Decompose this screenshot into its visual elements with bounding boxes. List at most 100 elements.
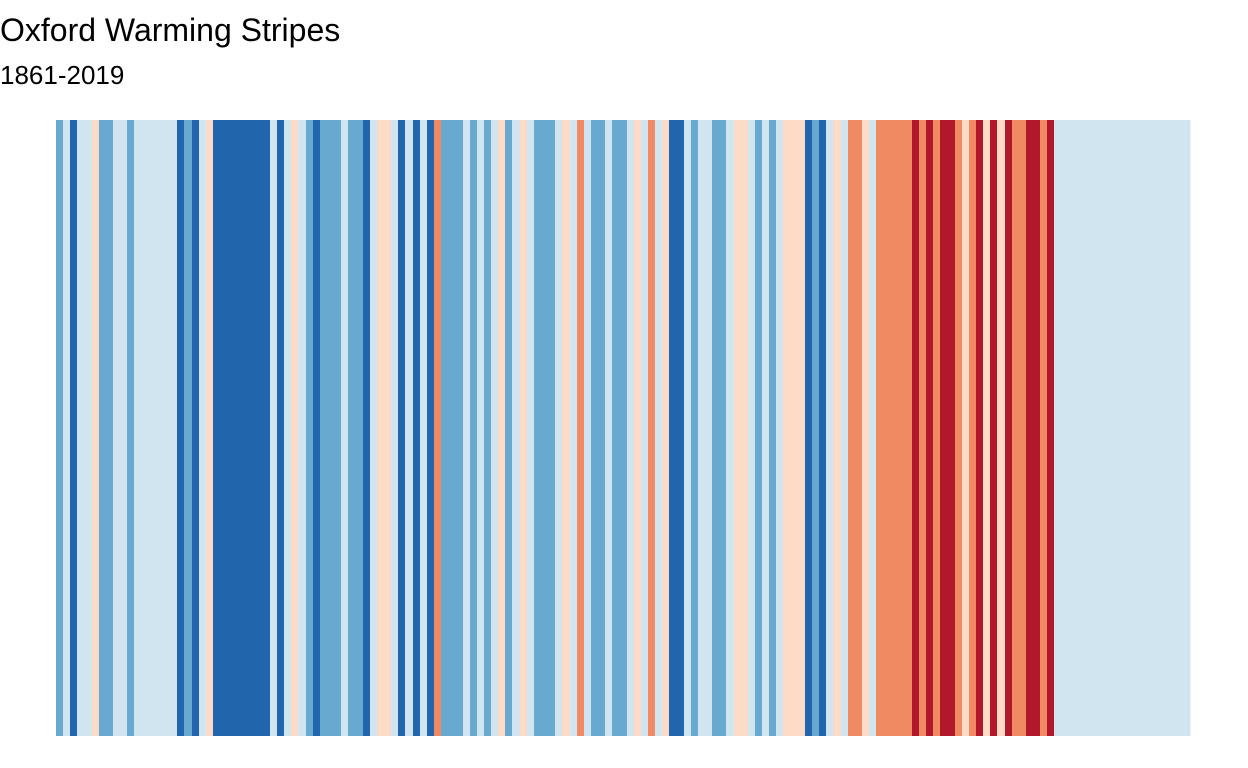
stripe-1975 xyxy=(869,120,877,736)
stripe-1941 xyxy=(627,120,635,736)
stripe-1963 xyxy=(783,120,792,736)
stripe-1888 xyxy=(249,120,257,736)
stripe-1877 xyxy=(170,120,178,736)
stripe-1988 xyxy=(962,120,970,736)
stripe-1940 xyxy=(619,120,628,736)
stripe-2016 xyxy=(1161,120,1170,736)
stripe-2003 xyxy=(1069,120,1077,736)
stripe-1933 xyxy=(570,120,578,736)
stripe-1985 xyxy=(940,120,949,736)
stripe-1878 xyxy=(177,120,185,736)
stripe-1903 xyxy=(356,120,364,736)
stripe-1950 xyxy=(691,120,699,736)
stripe-1980 xyxy=(905,120,913,736)
stripe-1884 xyxy=(220,120,228,736)
stripe-1936 xyxy=(591,120,599,736)
stripe-1944 xyxy=(648,120,656,736)
stripe-1868 xyxy=(106,120,114,736)
stripe-1949 xyxy=(684,120,692,736)
stripe-1939 xyxy=(612,120,620,736)
stripe-1921 xyxy=(484,120,492,736)
stripe-1996 xyxy=(1019,120,1027,736)
stripe-1981 xyxy=(912,120,920,736)
stripe-1997 xyxy=(1026,120,1034,736)
stripe-1993 xyxy=(997,120,1006,736)
stripe-2006 xyxy=(1090,120,1098,736)
stripe-2013 xyxy=(1140,120,1148,736)
stripe-1976 xyxy=(876,120,884,736)
stripe-1932 xyxy=(562,120,571,736)
stripe-1897 xyxy=(313,120,321,736)
stripe-1978 xyxy=(890,120,899,736)
stripe-1973 xyxy=(855,120,863,736)
stripe-1983 xyxy=(926,120,934,736)
stripe-1895 xyxy=(298,120,307,736)
stripe-1906 xyxy=(377,120,385,736)
stripe-1913 xyxy=(427,120,435,736)
stripe-1911 xyxy=(413,120,421,736)
stripe-2019 xyxy=(1183,120,1191,736)
stripe-1995 xyxy=(1012,120,1020,736)
stripe-1922 xyxy=(491,120,499,736)
stripe-1869 xyxy=(113,120,121,736)
stripe-1958 xyxy=(748,120,756,736)
stripe-1951 xyxy=(698,120,706,736)
stripe-1870 xyxy=(120,120,128,736)
stripe-1874 xyxy=(149,120,157,736)
stripe-1907 xyxy=(384,120,392,736)
stripe-1969 xyxy=(826,120,834,736)
stripe-1875 xyxy=(156,120,164,736)
stripe-1923 xyxy=(498,120,506,736)
stripe-1957 xyxy=(741,120,749,736)
stripe-1961 xyxy=(769,120,777,736)
stripe-1977 xyxy=(883,120,891,736)
stripe-1989 xyxy=(969,120,977,736)
stripe-1914 xyxy=(434,120,442,736)
stripe-2010 xyxy=(1119,120,1127,736)
stripe-1986 xyxy=(948,120,956,736)
stripe-1919 xyxy=(470,120,478,736)
stripe-1968 xyxy=(819,120,827,736)
stripe-1965 xyxy=(798,120,806,736)
stripe-1917 xyxy=(455,120,464,736)
stripe-1998 xyxy=(1033,120,1041,736)
stripe-1890 xyxy=(263,120,271,736)
stripe-1994 xyxy=(1005,120,1013,736)
stripe-1931 xyxy=(555,120,563,736)
stripe-1925 xyxy=(512,120,521,736)
stripe-1930 xyxy=(548,120,556,736)
stripe-1873 xyxy=(142,120,150,736)
stripe-2009 xyxy=(1112,120,1120,736)
stripe-1893 xyxy=(284,120,292,736)
stripe-1971 xyxy=(841,120,849,736)
stripe-1935 xyxy=(584,120,592,736)
stripe-1899 xyxy=(327,120,335,736)
stripe-1918 xyxy=(463,120,471,736)
stripe-1946 xyxy=(662,120,670,736)
stripe-1865 xyxy=(85,120,93,736)
stripe-1916 xyxy=(448,120,456,736)
stripe-1863 xyxy=(70,120,78,736)
stripe-1927 xyxy=(527,120,535,736)
stripe-2004 xyxy=(1076,120,1084,736)
stripe-1915 xyxy=(441,120,449,736)
stripe-2002 xyxy=(1062,120,1070,736)
stripe-1937 xyxy=(598,120,606,736)
stripe-2014 xyxy=(1147,120,1155,736)
stripe-1924 xyxy=(505,120,513,736)
stripe-1894 xyxy=(291,120,299,736)
stripe-1881 xyxy=(199,120,207,736)
stripe-1979 xyxy=(898,120,906,736)
stripe-1902 xyxy=(348,120,357,736)
stripe-1885 xyxy=(227,120,235,736)
stripe-1866 xyxy=(92,120,100,736)
stripe-1864 xyxy=(77,120,86,736)
stripe-1964 xyxy=(791,120,799,736)
stripe-1926 xyxy=(520,120,528,736)
stripe-1966 xyxy=(805,120,813,736)
stripe-2017 xyxy=(1169,120,1177,736)
stripe-1887 xyxy=(241,120,250,736)
stripe-2011 xyxy=(1126,120,1134,736)
stripe-2012 xyxy=(1133,120,1141,736)
stripe-1970 xyxy=(833,120,842,736)
